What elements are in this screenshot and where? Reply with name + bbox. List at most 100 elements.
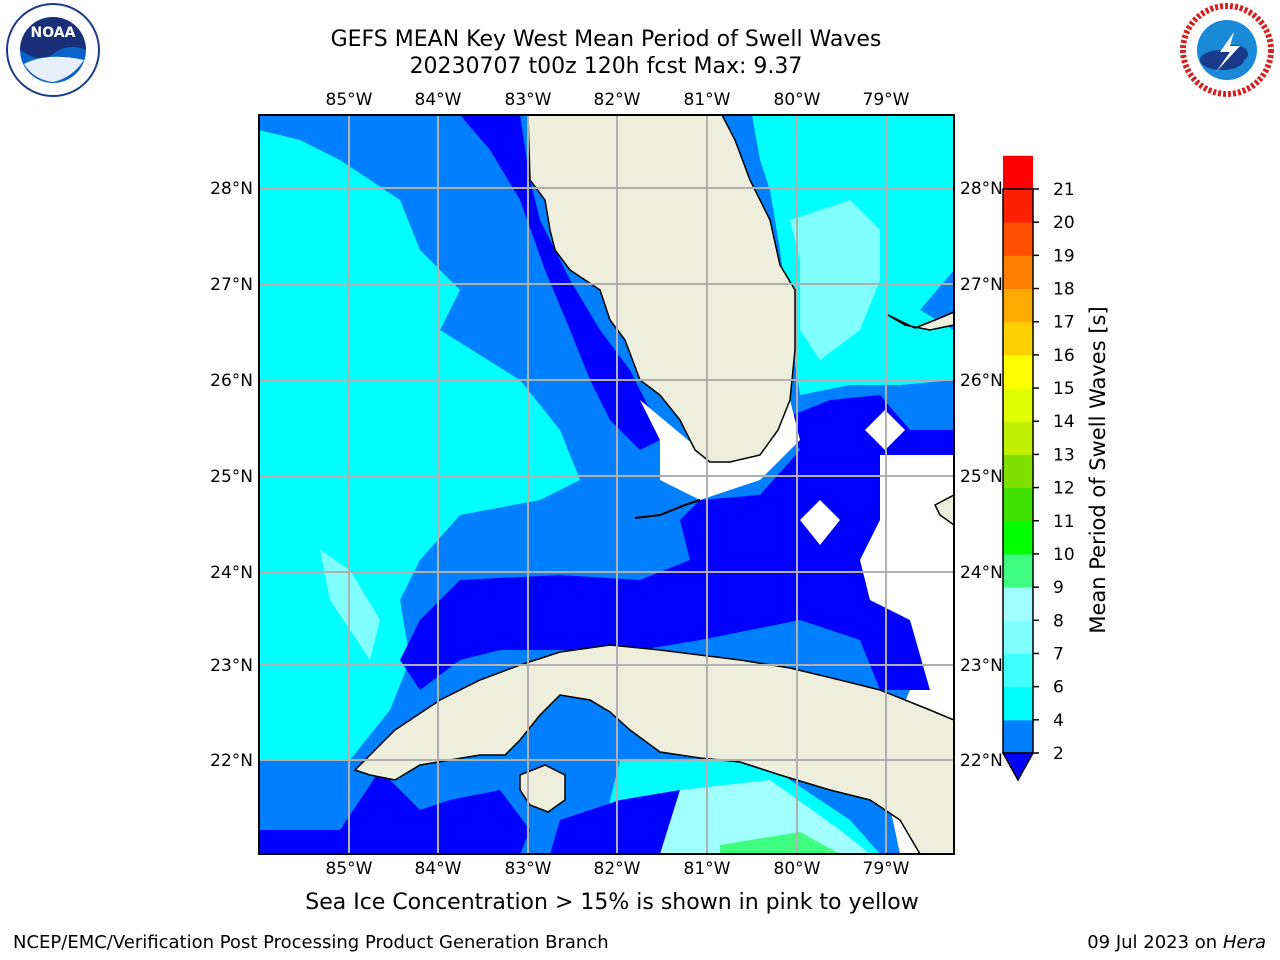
lon-labels-bottom: 85°W 84°W 83°W 82°W 81°W 80°W 79°W xyxy=(326,859,910,879)
colorbar-tick-label: 21 xyxy=(1053,180,1075,200)
lat-label: 25°N xyxy=(210,467,253,487)
colorbar-segment xyxy=(1003,189,1033,223)
run-date: 09 Jul 2023 on Hera xyxy=(1087,932,1266,953)
sea-ice-note: Sea Ice Concentration > 15% is shown in … xyxy=(305,890,919,915)
colorbar-segment xyxy=(1003,553,1033,588)
map-area xyxy=(259,115,954,854)
colorbar-tick-label: 18 xyxy=(1053,280,1075,300)
swell-period-0-2-cuba-south-region xyxy=(550,790,680,854)
lon-label: 81°W xyxy=(684,90,731,110)
colorbar-segment xyxy=(1003,620,1033,654)
map-frame xyxy=(258,114,955,855)
swell-period-0-2-gulf-region xyxy=(460,115,660,450)
colorbar-tick-label: 19 xyxy=(1053,246,1075,266)
colorbar-segment xyxy=(1003,155,1033,190)
lon-label: 81°W xyxy=(684,859,731,879)
lat-label: 24°N xyxy=(210,563,253,583)
colorbar-tick-label: 7 xyxy=(1053,644,1064,664)
colorbar-segment xyxy=(1003,487,1033,522)
credit-text: NCEP/EMC/Verification Post Processing Pr… xyxy=(13,932,609,953)
colorbar-segment xyxy=(1003,321,1033,356)
lat-label: 27°N xyxy=(210,275,253,295)
lon-label: 83°W xyxy=(505,90,552,110)
colorbar-extend-triangle xyxy=(1001,752,1035,782)
noaa-logo: NOAA xyxy=(6,3,100,97)
colorbar-tick-label: 10 xyxy=(1053,545,1075,565)
lon-label: 79°W xyxy=(863,859,910,879)
lat-label: 23°N xyxy=(960,656,1003,676)
noaa-logo-text: NOAA xyxy=(31,25,76,41)
lon-label: 85°W xyxy=(326,90,373,110)
lat-label: 25°N xyxy=(960,467,1003,487)
lon-label: 82°W xyxy=(594,859,641,879)
colorbar-tick-label: 15 xyxy=(1053,379,1075,399)
lon-label: 79°W xyxy=(863,90,910,110)
lon-labels-top: 85°W 84°W 83°W 82°W 81°W 80°W 79°W xyxy=(326,90,910,110)
colorbar-tick-label: 13 xyxy=(1053,445,1075,465)
colorbar-tick-label: 20 xyxy=(1053,213,1075,233)
run-date-text: 09 Jul 2023 on xyxy=(1087,932,1218,953)
lon-label: 85°W xyxy=(326,859,373,879)
lat-label: 26°N xyxy=(960,371,1003,391)
colorbar-segment xyxy=(1003,719,1033,754)
colorbar-segment xyxy=(1003,388,1033,422)
lon-label: 83°W xyxy=(505,859,552,879)
colorbar-outline xyxy=(1002,188,1034,754)
colorbar-segment xyxy=(1003,520,1033,555)
lat-label: 22°N xyxy=(960,751,1003,771)
colorbar-segment xyxy=(1003,454,1033,489)
lat-label: 28°N xyxy=(960,179,1003,199)
bahamas-land-east xyxy=(934,494,954,526)
colorbar: 2 4 6 7 8 9 10 11 12 13 14 15 16 17 18 19 20 21 xyxy=(1001,155,1075,782)
lat-label: 27°N xyxy=(960,275,1003,295)
colorbar-segment xyxy=(1003,686,1033,721)
colorbar-segment xyxy=(1003,587,1033,621)
swell-period-0-2-straits-region xyxy=(400,395,954,690)
lat-label: 26°N xyxy=(210,371,253,391)
isla-juventud-land xyxy=(519,764,566,813)
swell-period-0-2-sw-region xyxy=(259,770,530,854)
colorbar-tick-label: 6 xyxy=(1053,678,1064,698)
florida-keys xyxy=(634,499,701,519)
colorbar-segment xyxy=(1003,255,1033,290)
colorbar-segment xyxy=(1003,421,1033,455)
lat-lon-grid xyxy=(259,115,954,854)
lat-labels-left: 28°N 27°N 26°N 25°N 24°N 23°N 22°N xyxy=(210,179,253,771)
florida-land xyxy=(527,115,796,463)
no-data-region-straits xyxy=(800,500,840,545)
lon-label: 80°W xyxy=(774,859,821,879)
colorbar-segment xyxy=(1003,288,1033,323)
nws-logo xyxy=(1180,3,1274,97)
cuba-land xyxy=(353,644,954,854)
lon-label: 84°W xyxy=(415,90,462,110)
swell-period-9-10-south-region xyxy=(720,832,840,854)
colorbar-tick-label: 14 xyxy=(1053,412,1075,432)
bahamas-land xyxy=(887,311,954,331)
colorbar-segment xyxy=(1003,354,1033,389)
lat-label: 24°N xyxy=(960,563,1003,583)
chart-title: GEFS MEAN Key West Mean Period of Swell … xyxy=(330,27,882,52)
swell-period-6-7-region xyxy=(790,200,880,360)
colorbar-tick-label: 4 xyxy=(1053,711,1064,731)
lon-label: 82°W xyxy=(594,90,641,110)
colorbar-segment xyxy=(1003,653,1033,688)
colorbar-segment xyxy=(1003,222,1033,256)
colorbar-tick-label: 16 xyxy=(1053,346,1075,366)
colorbar-label: Mean Period of Swell Waves [s] xyxy=(1086,306,1110,633)
chart-subtitle: 20230707 t00z 120h fcst Max: 9.37 xyxy=(409,54,803,79)
lat-label: 28°N xyxy=(210,179,253,199)
lat-label: 23°N xyxy=(210,656,253,676)
run-host: Hera xyxy=(1222,932,1266,953)
colorbar-tick-label: 17 xyxy=(1053,313,1075,333)
swell-period-7-8-south-region xyxy=(660,780,870,854)
colorbar-tick-label: 9 xyxy=(1053,578,1064,598)
colorbar-tick-label: 2 xyxy=(1053,744,1064,764)
lon-label: 80°W xyxy=(774,90,821,110)
colorbar-tick-label: 12 xyxy=(1053,479,1075,499)
lat-label: 22°N xyxy=(210,751,253,771)
lat-labels-right: 28°N 27°N 26°N 25°N 24°N 23°N 22°N xyxy=(960,179,1003,771)
colorbar-tick-label: 8 xyxy=(1053,611,1064,631)
lon-label: 84°W xyxy=(415,859,462,879)
colorbar-tick-label: 11 xyxy=(1053,512,1075,532)
